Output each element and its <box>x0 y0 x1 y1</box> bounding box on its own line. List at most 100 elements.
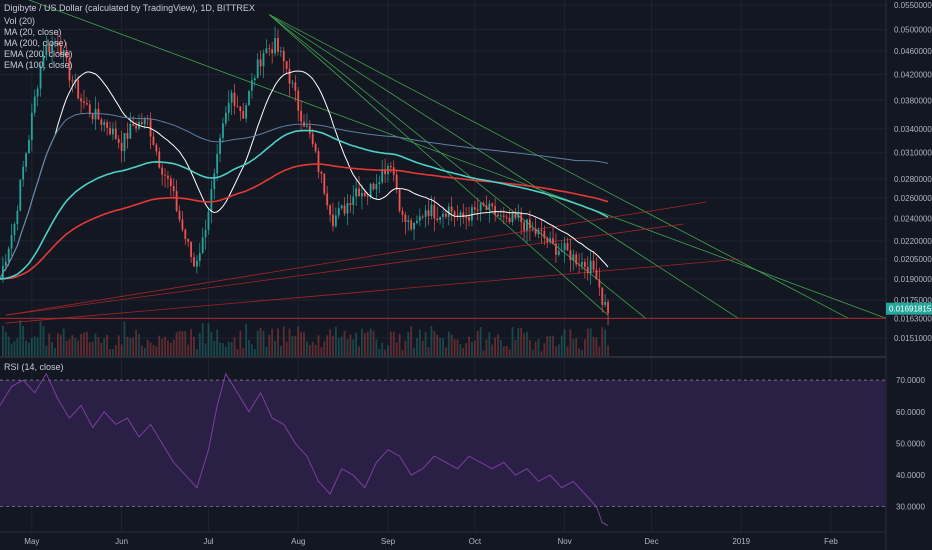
candle-body <box>456 215 459 217</box>
rsi-tick-label: 40.0000 <box>896 471 925 480</box>
candle-body <box>337 208 340 216</box>
volume-bar <box>488 332 491 356</box>
volume-bar <box>329 329 331 356</box>
volume-bar <box>494 337 497 356</box>
candle-body <box>85 102 88 105</box>
candle-body <box>311 133 314 145</box>
volume-bar <box>62 328 65 356</box>
volume-bar <box>227 341 230 356</box>
volume-bar <box>42 326 45 356</box>
candle-body <box>320 171 323 174</box>
indicator-ma200: MA (200, close) <box>4 38 67 48</box>
candle-body <box>589 260 592 274</box>
volume-bar <box>346 339 349 356</box>
volume-bar <box>531 349 534 356</box>
ema200-line <box>0 163 609 280</box>
time-tick-label: Jul <box>203 537 213 546</box>
volume-bar <box>462 347 465 356</box>
volume-bar <box>332 335 334 356</box>
candle-body <box>323 173 326 194</box>
candle-body <box>459 212 462 216</box>
volume-bar <box>323 341 326 356</box>
volume-bar <box>77 340 80 356</box>
volume-bar <box>262 331 265 356</box>
volume-bar <box>279 346 282 356</box>
volume-bar <box>233 337 236 356</box>
volume-bar <box>91 341 94 356</box>
candle-body <box>604 302 607 305</box>
candle-body <box>172 186 175 192</box>
volume-bar <box>586 328 589 356</box>
support-line <box>5 201 707 316</box>
candle-body <box>433 204 436 219</box>
fan-line <box>269 14 849 319</box>
candle-body <box>401 210 404 215</box>
volume-bar <box>236 348 239 356</box>
volume-bar <box>526 331 528 356</box>
volume-bar <box>511 327 514 356</box>
candle-body <box>482 203 485 206</box>
ma20-line <box>0 70 609 280</box>
candle-body <box>566 243 569 251</box>
candle-body <box>404 214 407 223</box>
candle-body <box>369 183 372 197</box>
rsi-tick-label: 60.0000 <box>896 408 925 417</box>
indicator-vol: Vol (20) <box>4 16 36 26</box>
volume-bar <box>300 331 303 356</box>
candle-body <box>51 43 54 52</box>
rsi-tick-label: 50.0000 <box>896 439 925 448</box>
candle-body <box>262 53 265 67</box>
candle-body <box>253 78 256 81</box>
candle-body <box>193 256 195 267</box>
candle-body <box>297 90 300 111</box>
volume-bar <box>421 340 424 356</box>
candle-body <box>129 123 132 139</box>
volume-bar <box>549 336 552 356</box>
support-line <box>5 258 739 324</box>
candle-body <box>508 217 511 222</box>
candle-body <box>201 237 204 254</box>
volume-bar <box>71 335 74 356</box>
candle-body <box>285 61 288 69</box>
candle-body <box>294 82 297 91</box>
volume-bar <box>245 323 248 356</box>
volume-bar <box>201 323 204 356</box>
candle-body <box>444 213 447 217</box>
candle-body <box>528 219 531 229</box>
candle-body <box>410 220 413 230</box>
candle-body <box>39 66 42 89</box>
volume-bar <box>453 339 456 356</box>
candle-body <box>132 123 135 126</box>
candle-body <box>271 49 274 54</box>
volume-bar <box>268 334 271 356</box>
volume-bar <box>575 338 578 356</box>
candle-body <box>279 51 282 52</box>
volume-bar <box>604 329 607 356</box>
candle-body <box>517 213 520 218</box>
volume-bar <box>103 338 106 356</box>
candle-body <box>555 243 557 255</box>
indicator-ema100: EMA (100, close) <box>4 60 73 70</box>
volume-bar <box>387 345 389 356</box>
volume-bar <box>4 331 7 356</box>
candle-body <box>7 248 10 262</box>
volume-bar <box>456 339 459 356</box>
volume-bar <box>447 331 450 356</box>
candle-body <box>94 108 97 120</box>
volume-bar <box>395 342 398 356</box>
volume-bar <box>138 333 140 356</box>
volume-bar <box>355 332 358 356</box>
candle-body <box>468 217 470 221</box>
candle-body <box>71 80 74 82</box>
candle-body <box>25 153 27 167</box>
volume-bar <box>164 336 166 356</box>
candle-body <box>540 229 543 231</box>
candle-body <box>479 203 482 211</box>
candle-body <box>300 110 303 122</box>
candle-body <box>381 169 384 183</box>
candle-body <box>314 144 317 152</box>
